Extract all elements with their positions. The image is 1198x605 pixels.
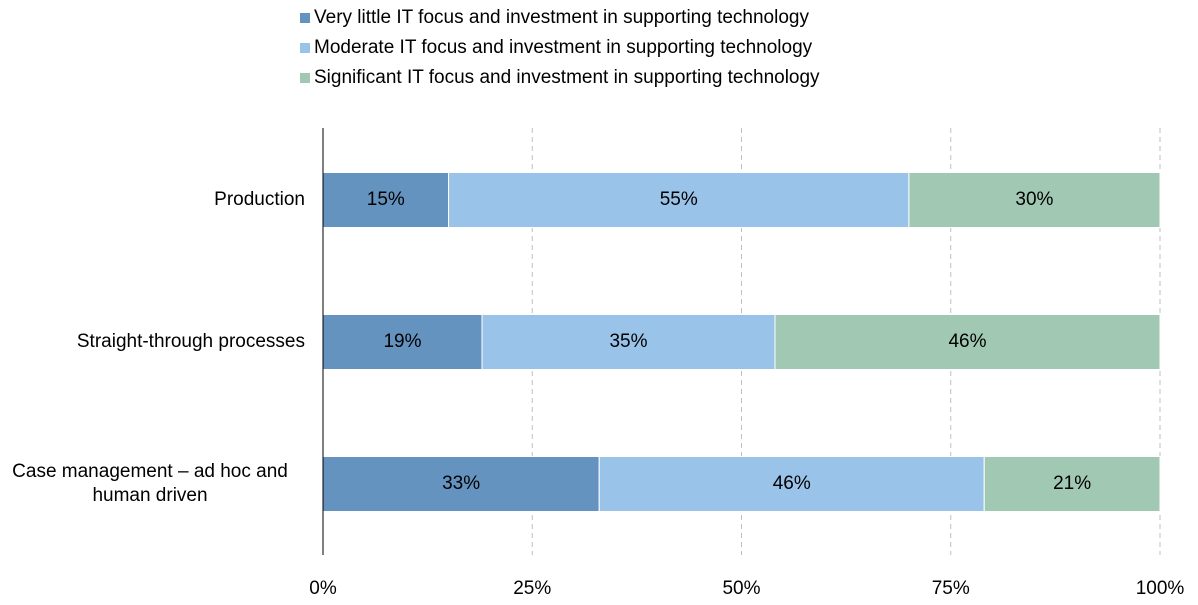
y-tick-label: Straight-through processes [76,331,305,352]
category-label-box: Production [0,170,305,230]
value-label: 15% [367,189,405,210]
y-tick-label: Production [214,189,305,210]
y-tick-label: Case management – ad hoc and human drive… [12,461,288,506]
value-label: 21% [1053,473,1091,494]
value-label: 46% [948,331,986,352]
bar-segment [598,456,985,512]
bar-segment [774,314,1161,370]
value-label: 33% [442,473,480,494]
bar-segment [448,172,910,228]
x-tick-label: 25% [513,578,551,599]
value-label: 55% [660,189,698,210]
legend-swatch [300,73,310,83]
legend-label: Significant IT focus and investment in s… [314,67,820,88]
legend-swatch [300,43,310,53]
x-tick-label: 100% [1136,578,1185,599]
category-label-box: Case management – ad hoc and human drive… [0,454,305,514]
value-label: 19% [383,331,421,352]
bar-segment [908,172,1161,228]
category-label-box: Straight-through processes [0,312,305,372]
x-tick-label: 50% [722,578,760,599]
value-label: 46% [773,473,811,494]
value-label: 30% [1015,189,1053,210]
bar-segment [322,172,450,228]
x-tick-label: 75% [932,578,970,599]
legend-swatch [300,13,310,23]
legend-label: Moderate IT focus and investment in supp… [314,37,813,58]
bar-segment [983,456,1161,512]
x-tick-label: 0% [309,578,337,599]
value-label: 35% [609,331,647,352]
bar-segment [481,314,776,370]
legend-label: Very little IT focus and investment in s… [314,7,809,28]
